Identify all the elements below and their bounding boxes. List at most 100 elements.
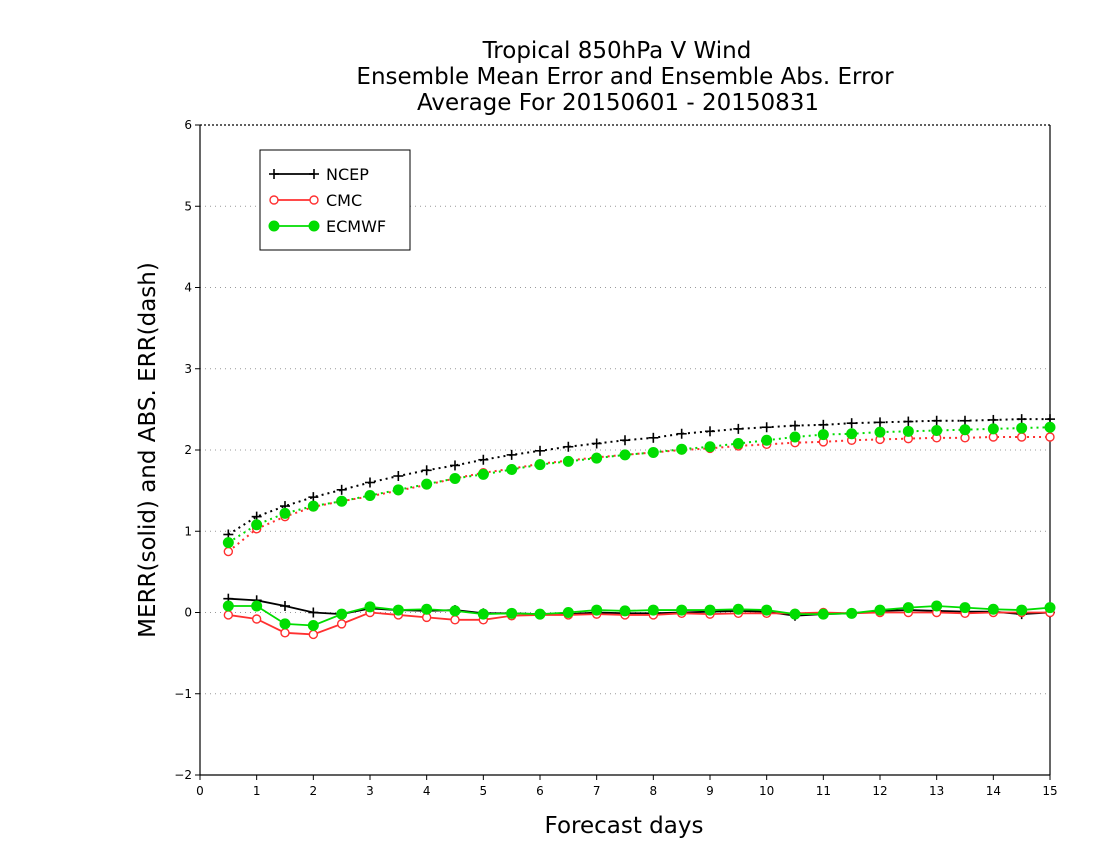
ecmwf-abs-err-point (1016, 422, 1028, 434)
ecmwf-abs-err-point (1044, 421, 1056, 433)
ecmwf-abs-err-point (222, 537, 234, 549)
ecmwf-abs-err-point (562, 455, 574, 467)
ecmwf-abs-err-point (449, 472, 461, 484)
ecmwf-merr-point (591, 604, 603, 616)
legend-marker-ecmwf (268, 220, 280, 232)
ncep-abs-err-point (761, 422, 772, 433)
ecmwf-abs-err-point (704, 441, 716, 453)
ncep-abs-err-point (648, 432, 659, 443)
ecmwf-merr-point (647, 604, 659, 616)
x-tick-label: 10 (759, 784, 774, 798)
ecmwf-merr-point (279, 618, 291, 630)
ecmwf-merr-point (902, 602, 914, 614)
ncep-abs-err-point (875, 417, 885, 428)
series-cmc (223, 432, 1055, 640)
series-ncep (223, 414, 1055, 621)
ncep-abs-err-point (818, 419, 829, 430)
chart-title: Tropical 850hPa V Wind Ensemble Mean Err… (356, 38, 894, 116)
legend-marker-cmc (309, 195, 319, 205)
legend-marker-ecmwf (308, 220, 320, 232)
chart-title-line-2: Ensemble Mean Error and Ensemble Abs. Er… (356, 64, 894, 90)
x-tick-label: 8 (650, 784, 658, 798)
ecmwf-abs-err-point (761, 434, 773, 446)
ecmwf-merr-point (987, 603, 999, 615)
ncep-abs-err-point (421, 465, 432, 476)
ecmwf-merr-point (562, 607, 574, 618)
ecmwf-abs-err-point (846, 428, 858, 440)
ecmwf-merr-point (364, 601, 376, 613)
ecmwf-abs-err-point (902, 425, 914, 437)
ncep-abs-err-point (960, 415, 970, 426)
x-tick-label: 9 (706, 784, 714, 798)
y-axis-label: MERR(solid) and ABS. ERR(dash) (135, 262, 161, 638)
y-tick-label: 0 (184, 606, 192, 620)
ecmwf-merr-point (761, 604, 773, 616)
x-tick-label: 0 (196, 784, 204, 798)
ecmwf-abs-err-point (789, 431, 801, 443)
ncep-abs-err-point (365, 477, 375, 488)
ncep-abs-err-point (705, 426, 715, 437)
legend-marker-ncep (269, 169, 279, 179)
y-tick-label: 3 (184, 362, 192, 376)
ecmwf-abs-err-point (647, 446, 659, 458)
ecmwf-abs-err-point (392, 484, 404, 496)
ecmwf-merr-point (421, 603, 433, 615)
ecmwf-merr-point (732, 603, 744, 615)
ecmwf-merr-point (676, 604, 688, 616)
ncep-abs-err-point (478, 454, 489, 465)
cmc-merr-line (228, 611, 1050, 636)
cmc-abs-err-point (1016, 432, 1027, 442)
cmc-merr-point (450, 615, 460, 625)
ncep-abs-err-point (393, 471, 404, 481)
ecmwf-abs-err-point (619, 449, 631, 461)
ecmwf-merr-point (619, 605, 631, 617)
ncep-abs-err-point (733, 423, 744, 434)
ecmwf-merr-point (477, 608, 489, 620)
ecmwf-abs-err-point (307, 500, 319, 512)
ecmwf-abs-err-point (931, 425, 943, 436)
cmc-merr-point (251, 614, 262, 624)
ncep-merr-point (308, 607, 319, 618)
ecmwf-abs-err-point (506, 464, 518, 475)
chart-title-line-3: Average For 20150601 - 20150831 (417, 90, 819, 116)
x-tick-label: 7 (593, 784, 601, 798)
cmc-abs-err-point (1045, 432, 1055, 442)
ncep-abs-err-line (227, 418, 1050, 536)
x-tick-label: 4 (423, 784, 431, 798)
ecmwf-abs-err-point (591, 452, 603, 464)
ncep-abs-err-point (336, 484, 347, 495)
ncep-abs-err-point (846, 418, 857, 429)
legend-marker-cmc (269, 195, 279, 205)
ncep-abs-err-point (903, 416, 914, 427)
ecmwf-abs-err-point (279, 507, 291, 519)
x-tick-label: 15 (1042, 784, 1057, 798)
y-tick-label: −2 (174, 768, 192, 782)
ecmwf-merr-point (534, 608, 546, 620)
cmc-abs-err-line (227, 436, 1050, 553)
cmc-merr-point (280, 628, 290, 638)
ecmwf-abs-err-point (251, 519, 263, 531)
ncep-abs-err-point (790, 420, 800, 431)
ecmwf-merr-point (251, 600, 263, 612)
ecmwf-merr-point (1016, 604, 1028, 616)
ecmwf-abs-err-point (874, 426, 886, 438)
chart-title-line-1: Tropical 850hPa V Wind (482, 38, 752, 64)
ecmwf-merr-point (392, 604, 404, 616)
ecmwf-abs-err-point (364, 490, 376, 501)
ecmwf-abs-err-line (227, 426, 1051, 544)
legend-label-ncep: NCEP (326, 165, 369, 184)
legend-label-cmc: CMC (326, 191, 362, 210)
ecmwf-merr-point (1044, 602, 1056, 614)
x-axis-label: Forecast days (545, 813, 704, 839)
ecmwf-merr-point (817, 608, 829, 620)
ncep-abs-err-point (450, 460, 460, 471)
legend-label-ecmwf: ECMWF (326, 217, 386, 236)
series-layer (222, 414, 1056, 640)
ecmwf-merr-point (222, 600, 234, 612)
y-tick-label: 2 (184, 443, 192, 457)
legend-marker-ncep (309, 169, 319, 179)
ecmwf-merr-point (704, 604, 716, 616)
ncep-abs-err-point (308, 492, 319, 503)
